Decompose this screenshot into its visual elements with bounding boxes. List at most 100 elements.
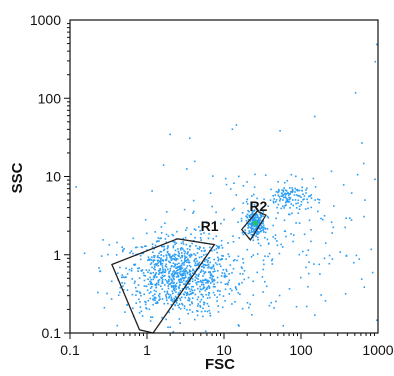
data-point [184,283,186,285]
data-point [263,231,265,233]
data-point [211,266,213,269]
data-point [282,325,285,327]
data-point [168,297,170,299]
data-point [151,283,154,285]
data-point [163,249,165,252]
data-point [276,244,279,247]
data-point [153,275,156,277]
data-point [212,291,215,294]
data-point [217,311,220,313]
data-point [134,280,136,283]
data-point [194,276,197,278]
data-point [201,265,204,268]
data-point [287,201,290,203]
data-point [172,282,175,285]
data-point [256,222,259,225]
data-point [170,296,173,298]
data-point [181,296,183,299]
data-point [176,266,179,268]
data-point [151,316,154,318]
data-point [232,235,234,237]
data-point [181,270,184,273]
data-point [238,237,240,239]
data-point [217,305,219,307]
data-point [172,258,174,260]
data-point [314,199,316,201]
data-point [124,311,126,313]
data-point [317,198,319,201]
data-point [119,266,121,269]
data-point [100,255,103,257]
data-point [272,201,275,204]
data-point [308,272,310,275]
data-point [308,219,311,222]
data-point [124,276,126,279]
data-point [97,291,99,294]
data-point [204,310,206,312]
data-point [178,287,180,290]
data-point [184,256,187,259]
data-point [296,194,298,196]
data-point [165,254,168,256]
data-point [162,268,164,271]
data-point [288,213,290,216]
data-point [186,252,189,255]
data-point [179,247,182,250]
data-point [209,277,211,279]
data-point [171,290,174,293]
data-point [167,293,170,296]
data-point [247,210,249,212]
data-point [208,257,211,259]
data-point [242,262,245,264]
data-point [223,218,225,221]
data-point [183,271,185,273]
data-point [168,275,170,278]
data-point [257,242,260,245]
data-point [145,307,147,309]
data-point [332,226,335,229]
data-point [323,257,326,260]
data-point [264,231,267,234]
data-point [180,249,182,251]
data-point [218,247,220,249]
data-point [211,275,213,277]
data-point [183,208,186,211]
data-point [186,261,188,263]
data-point [318,263,320,266]
data-point [250,226,253,228]
data-point [295,189,298,191]
data-point [234,301,236,303]
data-point [253,204,256,206]
data-point [141,246,144,249]
data-point [193,210,195,213]
data-point [291,212,293,215]
data-point [290,173,293,176]
data-point [253,210,256,212]
data-point [153,264,156,266]
data-point [253,229,255,231]
data-point [153,254,155,257]
data-point [284,194,287,196]
data-point [235,194,238,196]
data-point [222,269,225,271]
y-axis-title: SSC [9,162,26,193]
data-point [221,272,224,274]
data-point [200,310,203,313]
data-point [176,282,178,285]
data-point [253,222,255,224]
data-point [166,257,168,259]
data-point [161,288,164,290]
data-point [163,248,166,251]
data-point [152,294,154,297]
data-point [256,226,258,228]
data-point [138,298,140,301]
data-point [194,229,197,231]
data-point [156,282,158,285]
data-point [182,283,185,285]
data-point [225,258,227,260]
data-point [251,210,253,212]
data-point [200,288,203,291]
data-point [164,258,167,261]
data-point [185,288,188,290]
data-point [304,208,307,210]
